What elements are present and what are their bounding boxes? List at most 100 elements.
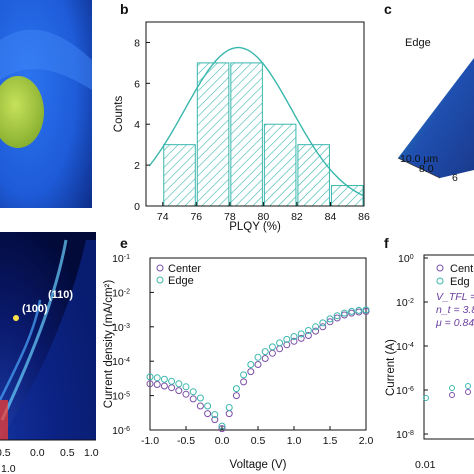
sclc-legend-marker-center: [436, 264, 444, 272]
afm-surface: [398, 58, 474, 178]
jv-point-edge: [312, 323, 320, 331]
jv-point-center: [247, 368, 255, 376]
sclc-ytick-8: 10-8: [396, 429, 414, 441]
gaussian-fit-line: [148, 46, 365, 197]
panel-label-e: e: [120, 235, 128, 251]
panel-a-photo: [0, 0, 92, 208]
giwaxs-label-100: (100): [22, 303, 48, 315]
panel-b-histogram: b 74 76 78 80 82 84 86 0 2 4 6 8 PLQY (%) Counts: [113, 1, 370, 233]
film-sample-icon: [0, 76, 44, 148]
giwaxs-xtick-5: 1.0: [84, 447, 99, 459]
jv-legend-marker-edge: [156, 276, 164, 284]
panel-d-giwaxs: (110) (100) 0.5 1.0 0.0 0.5 1.0: [0, 232, 99, 474]
jv-point-edge: [189, 388, 197, 396]
jv-point-center: [168, 384, 176, 392]
jv-legend-marker-center: [156, 264, 164, 272]
jv-xtick-label: 1.0: [287, 435, 302, 447]
jv-point-center: [290, 337, 298, 345]
sclc-ytick-0: 100: [398, 253, 414, 265]
histogram-ytick-label: 4: [134, 119, 140, 131]
jv-point-edge: [290, 333, 298, 341]
sclc-yticks: 100 10-2 10-4 10-6 10-8: [396, 253, 428, 441]
afm-tick-3: 6: [452, 172, 458, 184]
jv-point-edge: [283, 335, 291, 343]
sclc-legend-marker-edge: [436, 277, 444, 285]
jv-point-edge: [160, 375, 168, 383]
jv-point-center: [196, 402, 204, 410]
jv-point-center: [240, 378, 248, 386]
jv-point-center: [232, 392, 240, 400]
jv-point-center: [160, 382, 168, 390]
jv-point-center: [319, 323, 327, 331]
jv-point-edge: [340, 309, 348, 317]
panel-f-sclc: f Current (A) 100 10-2 10-4 10-6 10-8 0.…: [384, 235, 474, 471]
panel-e-jv-curve: e -1.0 -0.5 0.0 0.5 1.0 1.5 2.010-610-510-410-…: [103, 235, 373, 471]
histogram-xtick-label: 78: [224, 211, 236, 223]
jv-point-edge: [204, 402, 212, 410]
afm-tick-1: 10.0 μm: [400, 153, 438, 165]
jv-point-center: [283, 341, 291, 349]
jv-xtick-label: 2.0: [359, 435, 374, 447]
jv-point-center: [146, 380, 154, 388]
sclc-point: [449, 392, 455, 398]
jv-point-edge: [196, 394, 204, 402]
panel-c-afm: c Edge 10.0 μm 8.0 6: [384, 1, 474, 184]
sclc-point: [423, 395, 429, 401]
jv-point-center: [340, 311, 348, 319]
histogram-xlabel: PLQY (%): [229, 221, 281, 233]
jv-point-edge: [362, 306, 370, 314]
jv-point-edge: [326, 315, 334, 323]
jv-point-edge: [268, 343, 276, 351]
jv-point-center: [333, 314, 341, 322]
jv-point-center: [204, 410, 212, 418]
jv-ylabel: Current density (mA/cm²): [103, 280, 115, 409]
giwaxs-ring-110: [0, 239, 68, 421]
sclc-annotation-mu: μ = 0.84: [435, 317, 474, 329]
jv-xtick-label: 1.5: [323, 435, 338, 447]
photo-highlight: [0, 29, 92, 90]
sclc-annotation-nt: n_t = 3.86: [436, 304, 474, 316]
jv-point-center: [254, 361, 262, 368]
giwaxs-ring-100: [0, 299, 42, 401]
histogram-bar-0: [163, 144, 196, 207]
jv-point-edge: [261, 348, 269, 356]
jv-ytick-label: 10-6: [112, 425, 130, 437]
panel-label-b: b: [120, 1, 129, 17]
histogram-ylabel: Counts: [113, 96, 125, 133]
jv-point-edge: [319, 319, 327, 327]
jv-xtick-label: -1.0: [141, 435, 159, 447]
jv-xlabel: Voltage (V): [230, 459, 287, 471]
histogram-ytick-label: 0: [134, 201, 140, 213]
giwaxs-hot-region: [0, 400, 8, 440]
sclc-axes-frame: [423, 254, 474, 440]
jv-point-center: [211, 416, 219, 424]
sclc-ylabel: Current (A): [385, 339, 397, 396]
sclc-ytick-2: 10-2: [396, 297, 414, 309]
jv-point-edge: [254, 353, 262, 361]
jv-point-center: [268, 349, 276, 357]
sclc-point: [449, 385, 455, 391]
sclc-point: [465, 383, 471, 389]
jv-point-center: [312, 327, 320, 335]
jv-point-edge: [355, 306, 363, 314]
jv-point-edge: [348, 307, 356, 315]
giwaxs-bright-spot: [13, 315, 19, 321]
afm-tick-2: 8.0: [419, 163, 434, 175]
panel-label-f: f: [384, 235, 389, 251]
panel-label-c: c: [384, 1, 392, 17]
histogram-xtick-label: 86: [358, 211, 370, 223]
jv-point-center: [261, 355, 269, 362]
giwaxs-xtick-1: 0.5: [0, 447, 11, 459]
histogram-xtick-label: 76: [190, 211, 202, 223]
jv-point-edge: [333, 312, 341, 320]
sclc-ytick-6: 10-6: [396, 385, 414, 397]
jv-point-edge: [211, 411, 219, 419]
sclc-point: [465, 389, 471, 395]
afm-edge-label: Edge: [405, 37, 431, 49]
jv-point-edge: [247, 361, 255, 368]
jv-legend-label-center: Center: [168, 263, 201, 275]
sclc-legend-center: Cent: [450, 263, 473, 275]
jv-point-edge: [182, 383, 190, 391]
histogram-ytick-label: 8: [134, 37, 140, 49]
